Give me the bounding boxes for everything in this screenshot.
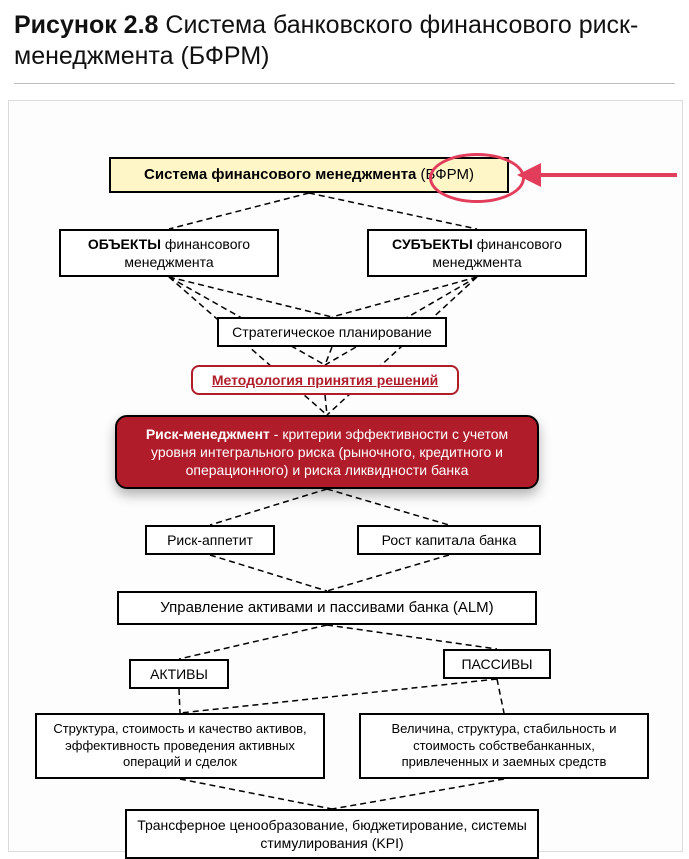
diagram-panel: Система финансового менеджмента (БФРМ) ОБ… [8,100,683,852]
edge-liab-liab_detail [497,679,504,713]
edge-alm-assets [179,625,327,659]
node-risk: Риск-менеджмент - критерии эффективности… [115,415,539,489]
edge-risk-capital [327,489,449,525]
edge-capital-alm [327,555,449,591]
node-assets_detail-label: Структура, стоимость и качество активов,… [47,721,313,772]
page: Рисунок 2.8 Система банковского финансов… [0,0,689,852]
node-liab_detail-label: Величина, структура, стабильность и стои… [371,721,637,772]
edge-subjects-planning [332,277,477,317]
figure-caption: Рисунок 2.8 Система банковского финансов… [14,10,675,84]
edge-methodology-risk [325,395,327,415]
node-subjects: СУБЪЕКТЫ финансового менеджмента [367,229,587,277]
edge-alm-liab [327,625,497,649]
caption-prefix: Рисунок 2.8 [14,11,158,39]
node-liab: ПАССИВЫ [443,649,551,679]
node-appetite-label: Риск-аппетит [157,531,263,549]
node-liab_detail: Величина, структура, стабильность и стои… [359,713,649,779]
node-objects-bold: ОБЪЕКТЫ [88,236,161,252]
node-liab-label: ПАССИВЫ [455,655,539,673]
node-methodology-label: Методология принятия решений [203,371,447,389]
node-root: Система финансового менеджмента (БФРМ) [109,157,509,193]
edge-assets-assets_detail [179,689,180,713]
caption-text: Рисунок 2.8 Система банковского финансов… [14,10,675,73]
node-risk-bold: Риск-менеджмент [146,426,270,442]
edge-root-subjects [309,193,477,229]
edge-objects-planning [169,277,332,317]
edge-risk-appetite [210,489,327,525]
edge-liab_detail-kpi [332,779,504,809]
node-root-rest: (БФРМ) [416,166,474,183]
node-risk-label: Риск-менеджмент - критерии эффективности… [127,425,527,480]
edge-root-objects [169,193,309,229]
node-appetite: Риск-аппетит [145,525,275,555]
node-capital-label: Рост капитала банка [369,531,529,549]
node-assets_detail: Структура, стоимость и качество активов,… [35,713,325,779]
node-capital: Рост капитала банка [357,525,541,555]
edge-planning-methodology [325,347,332,365]
node-alm-label: Управление активами и пассивами банка (A… [129,599,525,618]
node-kpi-label: Трансферное ценообразование, бюджетирова… [137,816,527,852]
edge-assets_detail-kpi [180,779,332,809]
edge-appetite-alm [210,555,327,591]
node-subjects-label: СУБЪЕКТЫ финансового менеджмента [379,235,575,271]
node-assets-label: АКТИВЫ [141,665,217,683]
node-assets: АКТИВЫ [129,659,229,689]
node-subjects-bold: СУБЪЕКТЫ [392,236,473,252]
node-planning: Стратегическое планирование [217,317,447,347]
node-root-label: Система финансового менеджмента (БФРМ) [121,166,497,185]
node-alm: Управление активами и пассивами банка (A… [117,591,537,625]
node-objects: ОБЪЕКТЫ финансового менеджмента [59,229,279,277]
node-objects-label: ОБЪЕКТЫ финансового менеджмента [71,235,267,271]
node-planning-label: Стратегическое планирование [229,323,435,341]
node-methodology: Методология принятия решений [191,365,459,395]
node-root-bold: Система финансового менеджмента [144,166,416,183]
